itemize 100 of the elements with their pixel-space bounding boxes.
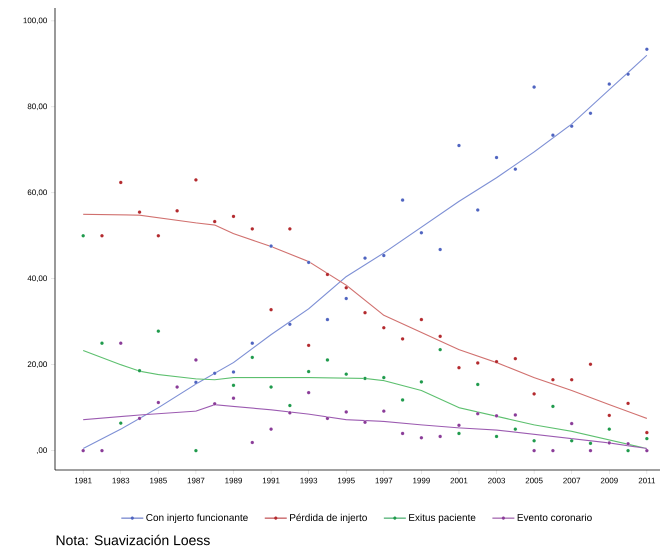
point xyxy=(457,366,461,370)
point xyxy=(570,378,574,382)
point xyxy=(494,156,498,160)
point xyxy=(494,360,498,364)
point xyxy=(607,440,612,445)
point xyxy=(100,341,104,346)
point xyxy=(250,355,254,360)
point xyxy=(250,440,254,444)
point xyxy=(513,427,518,432)
point xyxy=(344,296,348,300)
point xyxy=(212,220,217,224)
point xyxy=(250,226,254,231)
point xyxy=(532,392,536,396)
point xyxy=(363,376,367,380)
point xyxy=(344,410,348,414)
point xyxy=(457,432,461,436)
point xyxy=(513,413,518,417)
point xyxy=(118,180,123,184)
point xyxy=(513,356,518,361)
point xyxy=(419,318,424,322)
point xyxy=(138,368,142,373)
point xyxy=(100,234,104,238)
point xyxy=(325,358,330,362)
legend-label: Pérdida de injerto xyxy=(290,514,367,524)
point xyxy=(382,376,386,380)
point xyxy=(269,427,274,432)
point xyxy=(400,432,405,436)
point xyxy=(476,361,480,365)
point xyxy=(288,322,292,326)
point xyxy=(494,414,498,418)
point xyxy=(438,248,442,252)
point xyxy=(476,208,480,212)
point xyxy=(325,318,330,322)
point xyxy=(570,422,574,426)
point xyxy=(626,401,630,406)
point xyxy=(419,380,424,384)
point xyxy=(400,198,405,202)
point xyxy=(232,370,236,374)
point xyxy=(588,441,592,446)
point xyxy=(588,448,592,453)
point xyxy=(250,341,254,346)
point xyxy=(494,434,498,438)
point xyxy=(306,370,311,374)
point xyxy=(81,234,86,238)
point xyxy=(626,442,630,446)
point xyxy=(626,72,630,76)
legend-label: Evento coronario xyxy=(518,514,592,522)
point xyxy=(419,436,424,440)
point xyxy=(570,438,574,443)
point xyxy=(288,410,292,415)
point xyxy=(644,430,649,435)
point xyxy=(550,404,555,408)
point xyxy=(400,398,405,402)
point xyxy=(306,260,311,264)
point xyxy=(269,385,274,389)
point xyxy=(269,308,274,312)
point xyxy=(194,448,198,453)
point xyxy=(588,362,592,366)
point xyxy=(550,448,555,453)
point xyxy=(212,402,217,406)
point xyxy=(382,254,386,258)
point xyxy=(438,348,442,352)
point xyxy=(118,421,123,426)
point xyxy=(156,400,160,404)
point xyxy=(344,372,348,376)
point xyxy=(400,336,405,341)
point xyxy=(325,272,330,276)
point xyxy=(626,448,630,453)
legend-label: Exitus paciente xyxy=(409,514,476,523)
point xyxy=(550,133,555,138)
point xyxy=(588,111,592,116)
point xyxy=(438,434,442,438)
point xyxy=(607,82,612,86)
point xyxy=(419,230,424,235)
point xyxy=(644,436,649,441)
point xyxy=(550,378,555,382)
point xyxy=(325,416,330,420)
point xyxy=(570,124,574,128)
point xyxy=(232,214,236,218)
point xyxy=(532,448,536,453)
point xyxy=(644,47,649,52)
point xyxy=(438,334,442,338)
point xyxy=(476,382,480,386)
point xyxy=(382,409,386,414)
point xyxy=(607,427,612,432)
point xyxy=(644,448,649,453)
point xyxy=(363,310,367,315)
point xyxy=(138,210,142,214)
point xyxy=(175,208,180,213)
point xyxy=(156,329,160,334)
point xyxy=(118,341,123,346)
point xyxy=(532,85,536,90)
point xyxy=(156,234,160,238)
point xyxy=(194,380,198,384)
point xyxy=(138,416,142,420)
point xyxy=(194,358,198,362)
point xyxy=(457,144,461,148)
point xyxy=(288,226,292,231)
point xyxy=(81,448,86,453)
point xyxy=(513,167,518,172)
